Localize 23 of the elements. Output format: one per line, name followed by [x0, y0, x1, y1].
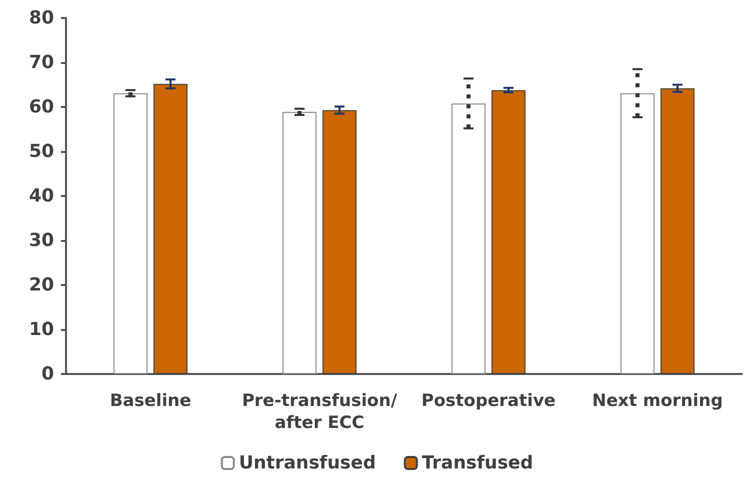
- bar: [620, 93, 654, 374]
- x-tick-label: Pre-transfusion/ after ECC: [242, 391, 398, 433]
- bar: [282, 112, 316, 374]
- y-tick-label: 80: [28, 8, 54, 28]
- bar: [660, 88, 694, 374]
- y-tick-label: 20: [28, 274, 54, 296]
- x-tick-label: Baseline: [110, 391, 192, 411]
- bar: [452, 103, 486, 374]
- legend-label: Transfused: [422, 452, 534, 474]
- x-tick-label: Next morning: [592, 391, 723, 411]
- x-tick-label: Postoperative: [421, 391, 556, 411]
- legend-label: Untransfused: [238, 452, 376, 474]
- y-tick-label: 40: [28, 186, 54, 206]
- bar: [492, 90, 526, 374]
- y-tick-label: 0: [41, 364, 54, 384]
- y-tick-label: 70: [28, 52, 54, 73]
- y-tick-label: 10: [28, 319, 54, 340]
- bar: [154, 84, 188, 374]
- y-tick-label: 50: [28, 141, 54, 162]
- bar: [322, 110, 356, 374]
- bar: [114, 93, 148, 374]
- y-tick-label: 60: [28, 96, 54, 118]
- y-tick-label: 30: [28, 230, 54, 251]
